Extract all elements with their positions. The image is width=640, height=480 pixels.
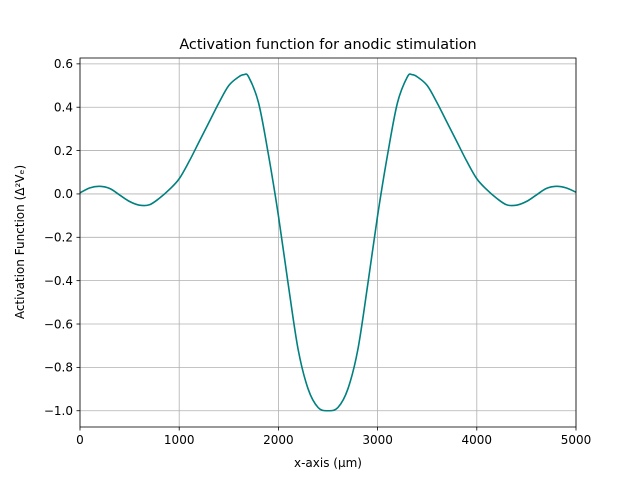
- y-tick-label: −0.4: [44, 274, 73, 288]
- plot-frame: [79, 57, 577, 428]
- x-tick-label: 1000: [164, 433, 195, 447]
- series-line: [79, 73, 577, 412]
- x-tick-label: 0: [76, 433, 84, 447]
- y-axis-label: Activation Function (Δ²Vₑ): [13, 165, 27, 319]
- x-axis-label: x-axis (μm): [294, 456, 362, 470]
- y-tick-label: −1.0: [44, 404, 73, 418]
- x-tick-label: 3000: [362, 433, 393, 447]
- y-tick-label: 0.2: [54, 144, 73, 158]
- y-axis: 0.6 0.4 0.2 0.0 −0.2 −0.4 −0.6 −0.8 −1.0: [44, 57, 80, 418]
- x-tick-label: 2000: [263, 433, 294, 447]
- chart-title: Activation function for anodic stimulati…: [179, 37, 476, 53]
- y-tick-label: 0.0: [54, 187, 73, 201]
- x-tick-label: 5000: [561, 433, 592, 447]
- x-axis: 0 1000 2000 3000 4000 5000: [76, 427, 591, 447]
- y-tick-label: −0.6: [44, 317, 73, 331]
- y-tick-label: −0.2: [44, 231, 73, 245]
- y-tick-label: 0.4: [54, 101, 73, 115]
- y-tick-label: −0.8: [44, 361, 73, 375]
- y-tick-label: 0.6: [54, 57, 73, 71]
- x-tick-label: 4000: [462, 433, 493, 447]
